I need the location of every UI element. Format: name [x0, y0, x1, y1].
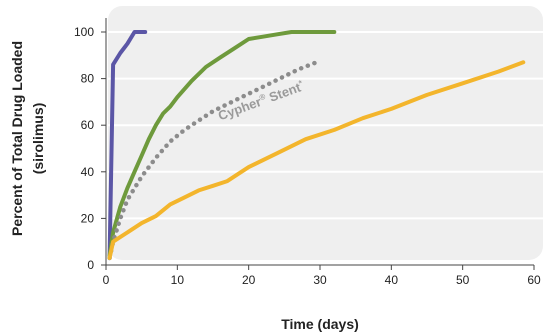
y-tick-label: 100 — [74, 25, 94, 39]
x-tick-label: 10 — [171, 273, 185, 287]
x-tick-label: 50 — [456, 273, 470, 287]
series-line-1 — [107, 30, 148, 258]
axes: 0 20 40 60 80 100 0 10 20 30 40 50 60 — [74, 18, 541, 287]
x-tick-label: 0 — [103, 273, 110, 287]
x-tick-label: 40 — [385, 273, 399, 287]
series-line-3 — [107, 60, 319, 261]
y-tick-label: 60 — [81, 118, 95, 132]
y-tick-label: 0 — [87, 258, 94, 272]
y-axis-subtitle: (sirolimus) — [30, 103, 46, 175]
x-axis-title: Time (days) — [281, 316, 359, 332]
series-line-2 — [107, 30, 337, 258]
x-tick-label: 20 — [242, 273, 256, 287]
x-tick-label: 60 — [527, 273, 541, 287]
y-tick-label: 20 — [81, 211, 95, 225]
x-tick-label: 30 — [313, 273, 327, 287]
y-axis-title: Percent of Total Drug Loaded — [9, 41, 25, 236]
y-tick-label: 80 — [81, 72, 95, 86]
series-lines — [107, 30, 526, 261]
y-tick-label: 40 — [81, 165, 95, 179]
series-line-4 — [107, 60, 526, 260]
